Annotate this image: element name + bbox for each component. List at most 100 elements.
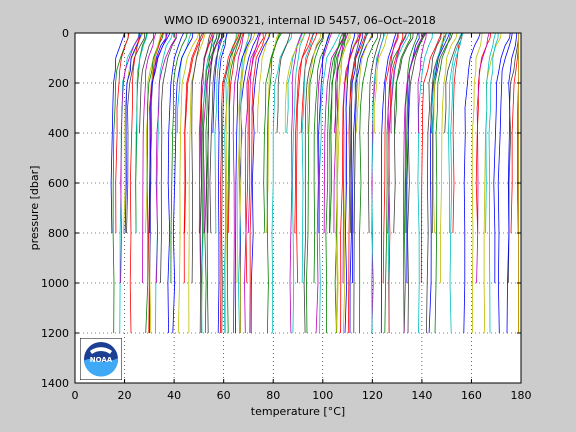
profile-line <box>123 32 144 234</box>
profile-line <box>325 32 346 334</box>
x-tick-label: 140 <box>411 389 432 402</box>
profile-line <box>307 32 322 134</box>
profile-line <box>335 32 351 334</box>
profile-line <box>191 32 203 284</box>
profile-line <box>432 32 445 234</box>
profile-line <box>295 32 311 284</box>
profile-line <box>110 32 125 234</box>
profile-line <box>245 32 264 284</box>
profile-line <box>367 32 382 234</box>
profile-line <box>301 32 314 284</box>
profile-line <box>323 33 344 234</box>
profile-line <box>390 32 407 134</box>
profile-line <box>199 32 211 334</box>
profile-line <box>507 33 519 284</box>
profile-line <box>172 32 194 334</box>
profile-line <box>417 32 427 134</box>
profile-line <box>250 32 271 334</box>
profile-line <box>444 32 463 134</box>
profile-line <box>343 32 358 334</box>
profile-line <box>236 32 256 284</box>
profile-line <box>342 32 361 284</box>
profile-line <box>148 32 168 234</box>
profile-line <box>493 32 511 284</box>
profile-line <box>333 32 345 234</box>
profile-line <box>266 32 281 334</box>
profile-line <box>139 32 155 134</box>
profile-line <box>439 32 458 284</box>
x-tick-label: 20 <box>118 389 132 402</box>
profile-line <box>266 32 280 234</box>
profile-line <box>318 32 331 234</box>
profile-line <box>284 32 306 133</box>
profile-line <box>120 32 140 284</box>
profile-line <box>403 32 419 334</box>
x-tick-label: 40 <box>167 389 181 402</box>
profile-line <box>393 32 414 234</box>
profile-line <box>126 32 146 234</box>
profile-line <box>434 32 452 334</box>
x-tick-label: 120 <box>362 389 383 402</box>
profile-line <box>430 32 447 134</box>
profile-line <box>315 32 332 334</box>
profile-line <box>344 32 356 334</box>
profile-line <box>226 32 242 334</box>
x-tick-label: 180 <box>511 389 532 402</box>
profile-line <box>303 32 325 334</box>
profile-line <box>488 32 499 334</box>
profile-line <box>170 32 188 284</box>
profile-line <box>417 32 433 334</box>
profile-line <box>204 32 215 334</box>
y-axis-label: pressure [dbar] <box>28 166 41 251</box>
profile-line <box>476 32 490 284</box>
axes-box <box>74 32 522 384</box>
x-tick-label: 0 <box>72 389 79 402</box>
profile-line <box>167 32 185 334</box>
profile-line <box>221 32 242 334</box>
y-tick-label: 400 <box>48 127 69 140</box>
profile-line <box>373 32 389 133</box>
x-tick-label: 60 <box>217 389 231 402</box>
profile-line <box>276 32 291 134</box>
profile-line <box>371 32 386 334</box>
profile-line <box>347 32 367 334</box>
profile-line <box>148 32 171 234</box>
svg-text:NOAA: NOAA <box>90 356 113 364</box>
profile-line <box>177 32 199 334</box>
profile-line <box>289 32 303 334</box>
profile-line <box>115 32 130 234</box>
profile-line <box>200 32 218 334</box>
profile-line <box>286 32 303 134</box>
profile-line <box>234 32 252 334</box>
x-tick-label: 160 <box>461 389 482 402</box>
profile-line <box>142 32 157 284</box>
noaa-logo: NOAA <box>80 338 122 380</box>
profile-line <box>249 32 267 334</box>
profile-line <box>129 32 141 334</box>
profile-line <box>329 32 346 234</box>
x-tick-label: 80 <box>266 389 280 402</box>
y-tick-label: 1400 <box>41 377 69 390</box>
profile-line <box>160 32 177 284</box>
profile-line <box>202 32 222 234</box>
profile-line <box>382 33 399 284</box>
profile-line <box>394 33 412 134</box>
profile-line <box>294 32 315 234</box>
profile-line <box>232 32 245 334</box>
profile-line <box>220 32 240 334</box>
profile-line <box>209 32 224 234</box>
y-tick-label: 0 <box>62 27 69 40</box>
profile-line <box>485 32 496 234</box>
profile-line <box>497 32 513 334</box>
profile-line <box>176 32 192 134</box>
profile-line <box>207 32 218 234</box>
y-tick-label: 1000 <box>41 277 69 290</box>
profile-line <box>155 32 177 284</box>
profile-line <box>349 32 363 334</box>
profile-line <box>403 32 425 334</box>
profile-line <box>506 32 518 334</box>
profile-line <box>471 32 483 333</box>
profile-line <box>291 32 306 334</box>
profile-line <box>212 32 223 134</box>
